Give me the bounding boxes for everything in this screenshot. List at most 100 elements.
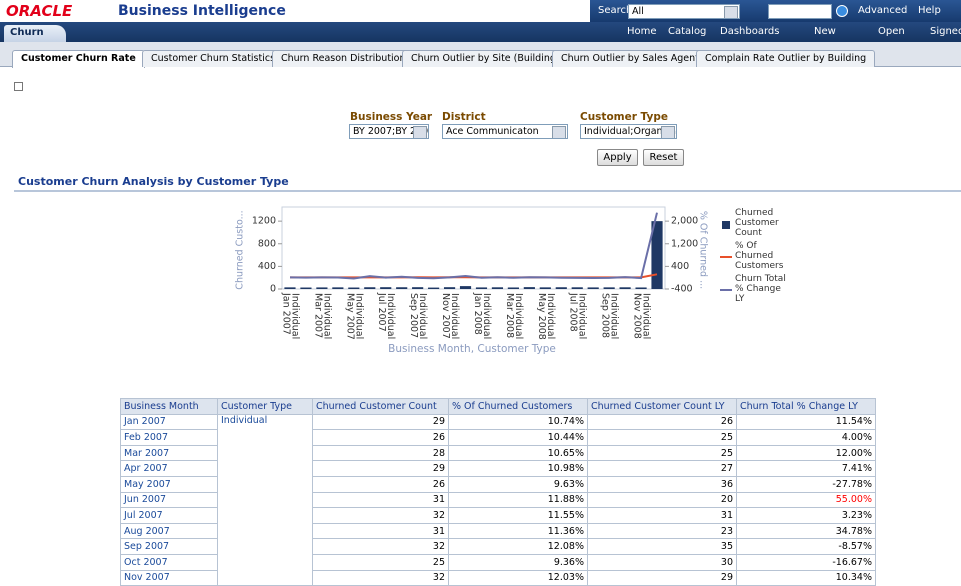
y2-tick-label: 400 <box>671 261 689 272</box>
reset-button[interactable]: Reset <box>643 149 684 166</box>
advanced-link[interactable]: Advanced <box>858 5 908 16</box>
tab[interactable]: Complain Rate Outlier by Building <box>696 50 876 67</box>
x-tick-label: Nov 2008 <box>632 293 643 339</box>
month-cell[interactable]: Jul 2007 <box>120 507 218 524</box>
x-tick-label: Jul 2007 <box>376 292 387 332</box>
x-tick-sublabel: Individual <box>609 293 620 339</box>
x-tick-label: Jul 2008 <box>568 292 579 332</box>
value-cell: 29 <box>587 569 737 586</box>
month-cell[interactable]: May 2007 <box>120 475 218 493</box>
table-row: Jan 2007 Individual 29 10.74% 26 11.54% <box>120 413 876 586</box>
x-tick-sublabel: Individual <box>481 293 492 339</box>
bar <box>619 287 631 289</box>
value-cell: 26 <box>312 475 449 493</box>
value-cell: 12.08% <box>448 538 588 555</box>
value-cell: -16.67% <box>736 553 876 571</box>
line <box>289 212 658 280</box>
month-cell[interactable]: Sep 2007 <box>120 538 218 555</box>
value-cell: 25 <box>587 444 737 462</box>
month-cell[interactable]: Feb 2007 <box>120 429 218 446</box>
bar <box>332 287 344 289</box>
month-cell[interactable]: Mar 2007 <box>120 444 218 462</box>
search-input[interactable] <box>768 4 832 19</box>
month-cell[interactable]: Aug 2007 <box>120 522 218 540</box>
tab-bar: Customer Churn Rate Customer Churn Statis… <box>0 42 961 68</box>
value-cell: 10.98% <box>448 460 588 477</box>
x-tick-sublabel: Individual <box>417 293 428 339</box>
x-axis-title: Business Month, Customer Type <box>388 343 556 355</box>
table-row: Jul 2007 32 11.55% 31 3.23% <box>120 507 876 524</box>
value-cell: 7.41% <box>736 460 876 477</box>
x-tick-label: Sep 2007 <box>408 293 419 338</box>
bar <box>300 287 312 289</box>
search-go[interactable] <box>836 5 848 17</box>
prompt-label: District <box>442 111 486 123</box>
bar <box>651 221 663 289</box>
bar <box>380 287 392 289</box>
search-bar: Search All Advanced Help <box>590 0 961 22</box>
collapse-toggle[interactable] <box>14 82 23 91</box>
column-header: Business Month <box>120 398 218 415</box>
dashboard-tab[interactable]: Churn <box>4 25 66 42</box>
apply-button[interactable]: Apply <box>597 149 638 166</box>
value-cell: 11.36% <box>448 522 588 540</box>
value-cell: 29 <box>312 413 449 431</box>
table-row: May 2007 26 9.63% 36 -27.78% <box>120 475 876 493</box>
nav-link[interactable]: Signed In As <box>930 26 961 37</box>
nav-link[interactable]: New <box>814 26 836 37</box>
value-cell: 55.00% <box>736 491 876 509</box>
column-header: % Of Churned Customers <box>448 398 588 415</box>
prompt-label: Business Year <box>350 111 433 123</box>
bar <box>412 287 424 289</box>
prompt-select[interactable]: Ace Communicaton <box>442 124 568 139</box>
value-cell: 25 <box>587 429 737 446</box>
x-tick-label: Nov 2007 <box>440 293 451 339</box>
y2-tick-label: -400 <box>671 284 693 295</box>
nav-link[interactable]: Dashboards <box>720 26 780 37</box>
month-cell[interactable]: Jun 2007 <box>120 491 218 509</box>
app-title: Business Intelligence <box>118 3 286 19</box>
value-cell: 35 <box>587 538 737 555</box>
x-tick-label: Mar 2008 <box>504 293 515 338</box>
nav-link[interactable]: Home <box>627 26 657 37</box>
nav-bar: Churn Home Catalog Dashboards New Open S… <box>0 22 961 42</box>
y2-axis-title: % Of Churned ... <box>698 211 709 289</box>
x-tick-sublabel: Individual <box>449 293 460 339</box>
bar <box>475 287 488 289</box>
x-tick-label: Sep 2008 <box>600 293 611 338</box>
month-cell[interactable]: Nov 2007 <box>120 569 218 586</box>
value-cell: 32 <box>312 507 449 524</box>
value-cell: 32 <box>312 538 449 555</box>
y-tick-label: 400 <box>258 261 276 272</box>
nav-link[interactable]: Open <box>878 26 905 37</box>
value-cell: 10.34% <box>736 569 876 586</box>
search-scope[interactable]: All <box>628 4 740 19</box>
month-cell[interactable]: Apr 2007 <box>120 460 218 477</box>
column-header: Churned Customer Count <box>312 398 449 415</box>
bar <box>428 287 440 289</box>
value-cell: 36 <box>587 475 737 493</box>
bar <box>587 287 599 289</box>
prompt-select[interactable]: Individual;Organization <box>580 124 677 139</box>
nav-link[interactable]: Catalog <box>668 26 707 37</box>
y2-tick-label: 1,200 <box>671 238 698 249</box>
x-tick-sublabel: Individual <box>545 293 556 339</box>
bar <box>364 287 376 289</box>
bar <box>443 287 456 289</box>
bar <box>555 287 567 289</box>
value-cell: 27 <box>587 460 737 477</box>
prompt-select[interactable]: BY 2007;BY 2008 <box>349 124 429 139</box>
value-cell: 30 <box>587 553 737 571</box>
legend-label: Churned Customer Count <box>735 208 779 238</box>
value-cell: -8.57% <box>736 538 876 555</box>
month-cell[interactable]: Oct 2007 <box>120 553 218 571</box>
table-row: Aug 2007 31 11.36% 23 34.78% <box>120 522 876 540</box>
bar <box>459 286 472 289</box>
month-cell[interactable]: Jan 2007 <box>120 413 218 431</box>
section-rule <box>14 190 961 192</box>
customer-type-cell: Individual <box>217 413 313 586</box>
bar <box>491 287 504 289</box>
y-tick-label: 1200 <box>252 216 276 227</box>
help-link[interactable]: Help <box>918 5 941 16</box>
x-tick-label: Mar 2007 <box>312 293 323 338</box>
